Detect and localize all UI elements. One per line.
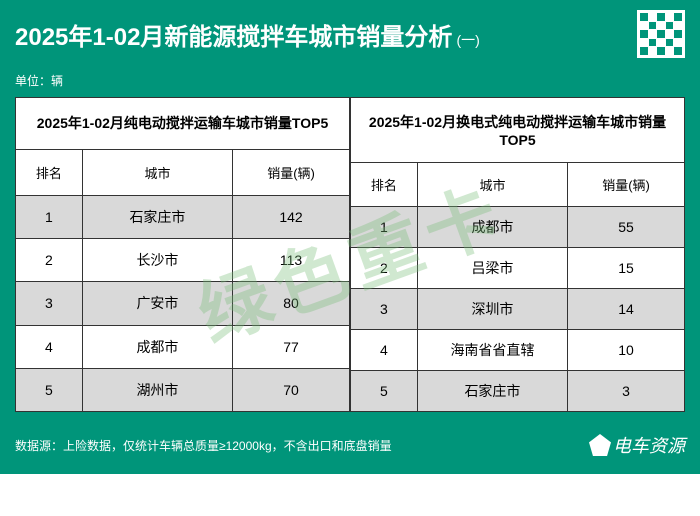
brand-icon bbox=[589, 434, 611, 456]
table-row: 5石家庄市3 bbox=[351, 371, 685, 412]
table-row: 5湖州市70 bbox=[16, 368, 350, 411]
page-title: 2025年1-02月新能源搅拌车城市销量分析 bbox=[15, 17, 452, 52]
qr-code-icon bbox=[637, 10, 685, 58]
brand-logo: 电车资源 bbox=[589, 432, 685, 458]
table-row: 2吕梁市15 bbox=[351, 248, 685, 289]
brand-text: 电车资源 bbox=[613, 432, 685, 458]
col-city: 城市 bbox=[417, 163, 567, 207]
right-table: 2025年1-02月换电式纯电动搅拌运输车城市销量TOP5 排名 城市 销量(辆… bbox=[350, 97, 685, 412]
table-row: 1成都市55 bbox=[351, 207, 685, 248]
right-table-header: 2025年1-02月换电式纯电动搅拌运输车城市销量TOP5 bbox=[351, 98, 685, 163]
col-rank: 排名 bbox=[16, 149, 83, 195]
dual-table-container: 2025年1-02月纯电动搅拌运输车城市销量TOP5 排名 城市 销量(辆) 1… bbox=[15, 97, 685, 412]
left-table-header: 2025年1-02月纯电动搅拌运输车城市销量TOP5 bbox=[16, 98, 350, 150]
table-row: 2长沙市113 bbox=[16, 239, 350, 282]
table-row: 1石家庄市142 bbox=[16, 195, 350, 238]
data-source-note: 数据源：上险数据，仅统计车辆总质量≥12000kg，不含出口和底盘销量 bbox=[15, 437, 392, 454]
footer: 数据源：上险数据，仅统计车辆总质量≥12000kg，不含出口和底盘销量 电车资源 bbox=[0, 422, 700, 474]
col-value: 销量(辆) bbox=[233, 149, 350, 195]
col-city: 城市 bbox=[82, 149, 232, 195]
page-subtitle: (一) bbox=[456, 30, 479, 50]
col-rank: 排名 bbox=[351, 163, 418, 207]
table-row: 3深圳市14 bbox=[351, 289, 685, 330]
unit-label: 单位：辆 bbox=[0, 68, 700, 97]
left-table: 2025年1-02月纯电动搅拌运输车城市销量TOP5 排名 城市 销量(辆) 1… bbox=[15, 97, 350, 412]
page-header: 2025年1-02月新能源搅拌车城市销量分析 (一) bbox=[0, 0, 700, 68]
table-row: 4成都市77 bbox=[16, 325, 350, 368]
table-row: 4海南省省直辖10 bbox=[351, 330, 685, 371]
col-value: 销量(辆) bbox=[568, 163, 685, 207]
table-area: 2025年1-02月纯电动搅拌运输车城市销量TOP5 排名 城市 销量(辆) 1… bbox=[0, 97, 700, 422]
table-row: 3广安市80 bbox=[16, 282, 350, 325]
title-wrap: 2025年1-02月新能源搅拌车城市销量分析 (一) bbox=[15, 17, 480, 52]
